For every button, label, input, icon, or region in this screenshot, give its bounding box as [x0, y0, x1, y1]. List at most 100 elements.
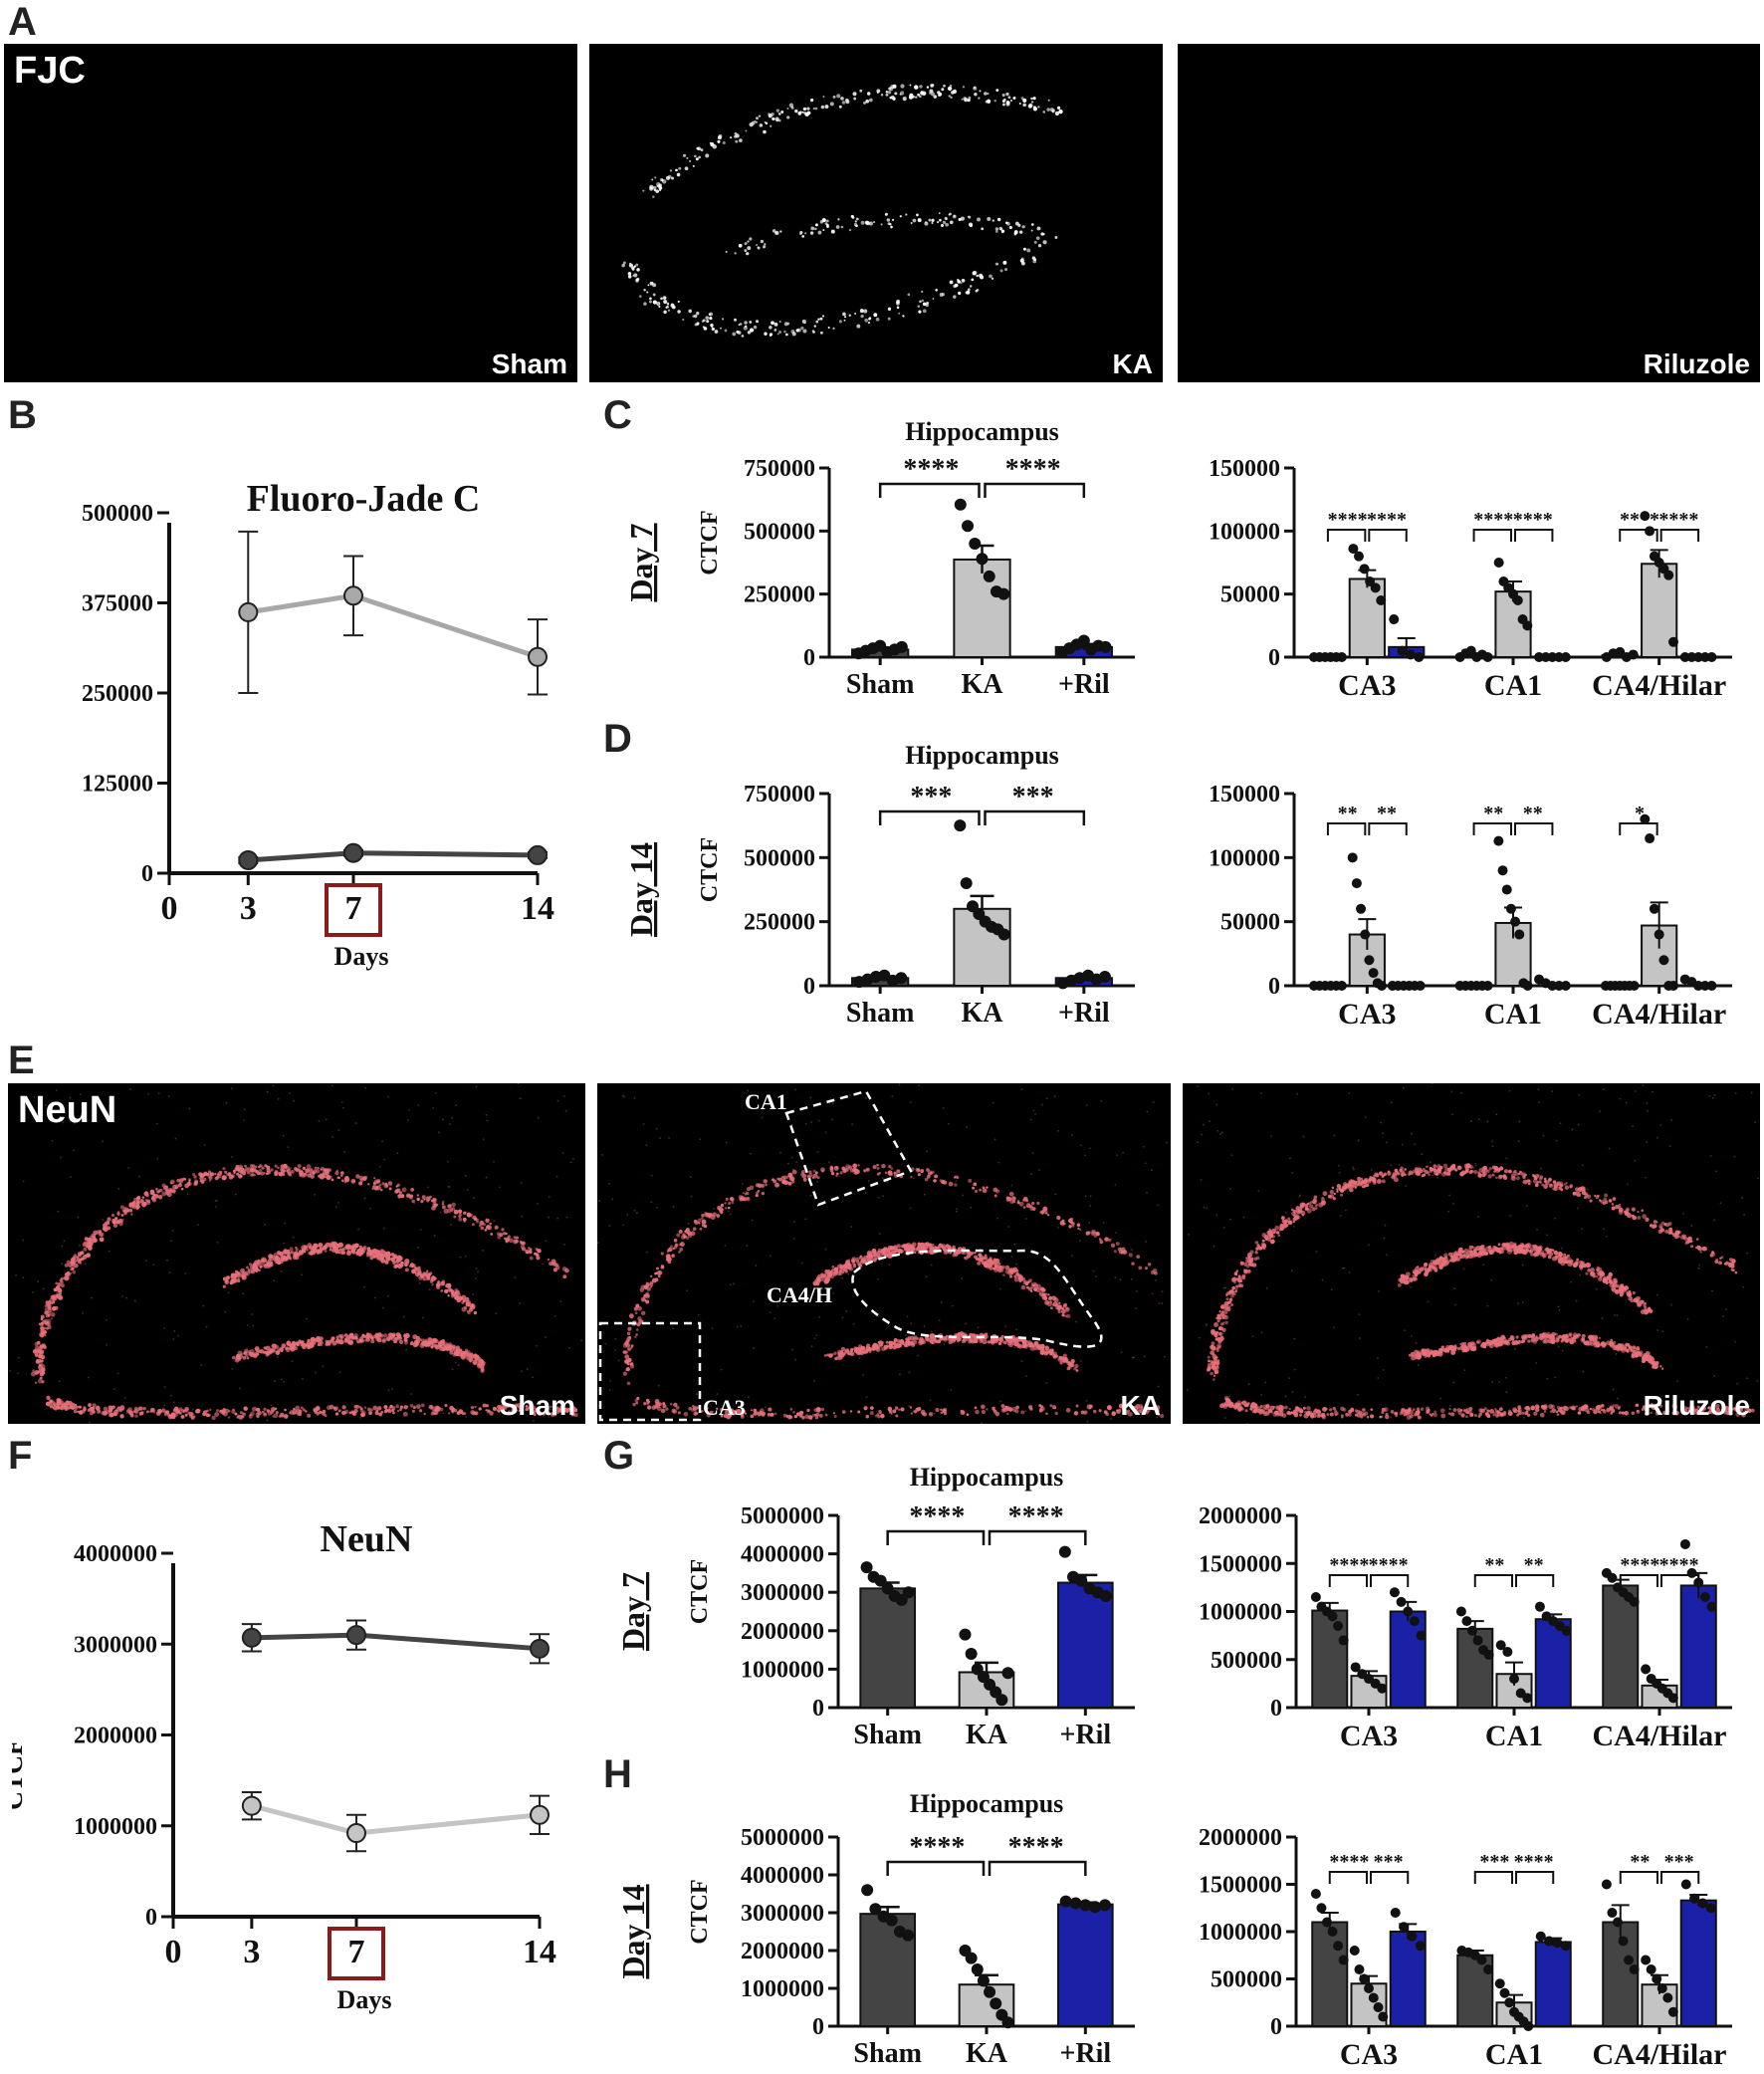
fjc-cell — [677, 300, 680, 304]
fjc-cell — [909, 84, 912, 87]
neun-cell — [1491, 1140, 1494, 1143]
fjc-cell — [721, 318, 725, 321]
neun-cell — [290, 1251, 295, 1255]
neun-cell — [673, 1402, 678, 1407]
neun-cell — [878, 1233, 881, 1236]
neun-cell — [369, 1256, 374, 1261]
neun-cell — [910, 1176, 913, 1179]
neun-cell — [492, 1406, 498, 1412]
neun-cell — [908, 1371, 911, 1374]
neun-cell — [981, 1409, 986, 1414]
neun-cell — [1713, 1093, 1716, 1096]
neun-cell — [1062, 1223, 1065, 1226]
neun-cell — [525, 1249, 530, 1254]
neun-cell — [1370, 1169, 1373, 1171]
fjc-cell — [855, 217, 859, 221]
neun-cell — [63, 1240, 66, 1243]
neun-cell — [406, 1194, 409, 1198]
neun-cell — [184, 1413, 188, 1417]
neun-cell — [444, 1404, 448, 1408]
neun-cell — [1589, 1199, 1593, 1203]
neun-cell — [307, 1339, 311, 1342]
neun-cell — [730, 1197, 734, 1201]
neun-cell — [52, 1296, 58, 1301]
neun-cell — [1055, 1302, 1059, 1306]
neun-cell — [505, 1240, 509, 1244]
neun-cell — [471, 1223, 475, 1227]
neun-cell — [266, 1165, 271, 1170]
neun-cell — [822, 1277, 828, 1283]
neun-cell — [290, 1169, 295, 1174]
neun-cell — [411, 1199, 415, 1204]
neun-cell — [470, 1410, 476, 1415]
neun-cell — [962, 1332, 967, 1337]
neun-cell — [1661, 1330, 1664, 1333]
neun-cell — [940, 1301, 943, 1303]
neun-cell — [54, 1305, 59, 1310]
neun-cell — [1612, 1197, 1617, 1201]
fjc-cell — [998, 226, 1002, 231]
neun-cell — [997, 1262, 1001, 1267]
neun-cell — [975, 1409, 980, 1415]
neun-cell — [517, 1083, 520, 1085]
fjc-cell — [749, 237, 753, 241]
neun-cell — [816, 1180, 819, 1183]
fjc-cell — [1033, 240, 1037, 244]
neun-cell — [106, 1343, 108, 1346]
neun-cell — [391, 1257, 395, 1261]
neun-cell — [1235, 1284, 1239, 1288]
neun-cell — [885, 1345, 889, 1349]
fjc-cell — [795, 329, 799, 333]
neun-cell — [1518, 1120, 1521, 1123]
neun-cell — [1348, 1271, 1351, 1273]
neun-cell — [1230, 1303, 1233, 1306]
neun-cell — [1646, 1141, 1649, 1144]
neun-cell — [1434, 1254, 1437, 1257]
neun-cell — [804, 1218, 807, 1221]
fjc-cell — [911, 95, 915, 99]
fjc-cell — [725, 250, 728, 253]
neun-cell — [486, 1411, 490, 1414]
neun-cell — [343, 1177, 347, 1181]
neun-cell — [1211, 1341, 1215, 1346]
fjc-condition-label-riluzole: Riluzole — [1643, 348, 1750, 379]
neun-cell — [236, 1415, 240, 1419]
neun-cell — [1551, 1090, 1554, 1092]
neun-cell — [383, 1183, 388, 1189]
neun-cell — [961, 1276, 963, 1279]
neun-cell — [895, 1414, 899, 1418]
neun-cell — [84, 1263, 87, 1266]
neun-cell — [960, 1409, 964, 1413]
neun-cell — [708, 1214, 712, 1218]
neun-cell — [845, 1261, 849, 1265]
fjc-cell — [1022, 98, 1027, 103]
neun-cell — [542, 1263, 545, 1266]
fjc-cell — [922, 309, 927, 314]
neun-cell — [1537, 1088, 1540, 1091]
neun-cell — [266, 1261, 270, 1265]
neun-cell — [448, 1346, 452, 1351]
neun-cell — [1128, 1253, 1133, 1258]
neun-cell — [459, 1256, 462, 1259]
neun-cell — [1358, 1313, 1361, 1316]
neun-cell — [446, 1208, 452, 1214]
neun-cell — [237, 1170, 241, 1173]
neun-cell — [337, 1129, 340, 1131]
neun-cell — [808, 1170, 812, 1174]
neun-cell — [1088, 1406, 1092, 1410]
fjc-cell — [890, 225, 893, 229]
neun-cell — [556, 1411, 559, 1414]
neun-cell — [393, 1337, 398, 1342]
neun-cell — [391, 1387, 393, 1390]
fjc-cell — [930, 92, 935, 97]
neun-cell — [1561, 1349, 1564, 1352]
neun-cell — [1012, 1197, 1015, 1200]
neun-cell — [1118, 1408, 1122, 1412]
neun-cell — [1517, 1302, 1520, 1304]
neun-cell — [451, 1344, 456, 1349]
fjc-cell — [907, 293, 911, 297]
fjc-cell — [724, 329, 728, 333]
fjc-cell — [905, 213, 908, 216]
neun-cell — [446, 1284, 450, 1288]
fjc-cell — [631, 266, 635, 270]
